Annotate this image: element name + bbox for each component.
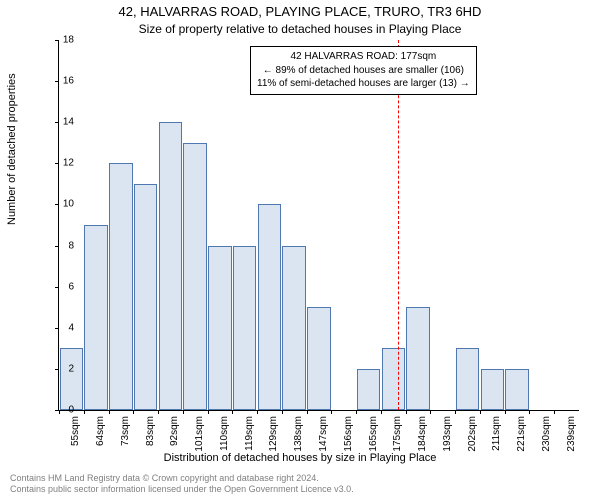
- xtick-mark: [356, 410, 357, 414]
- ytick-mark: [55, 369, 59, 370]
- xtick-label: 165sqm: [368, 416, 379, 456]
- xtick-label: 193sqm: [442, 416, 453, 456]
- xtick-mark: [84, 410, 85, 414]
- xtick-mark: [282, 410, 283, 414]
- xtick-mark: [183, 410, 184, 414]
- xtick-mark: [208, 410, 209, 414]
- xtick-label: 230sqm: [541, 416, 552, 456]
- annotation-line3: 11% of semi-detached houses are larger (…: [257, 77, 470, 91]
- xtick-label: 92sqm: [169, 416, 180, 456]
- footer-line1: Contains HM Land Registry data © Crown c…: [10, 473, 354, 485]
- histogram-bar: [357, 369, 381, 410]
- xtick-label: 129sqm: [268, 416, 279, 456]
- xtick-mark: [158, 410, 159, 414]
- xtick-mark: [381, 410, 382, 414]
- ytick-mark: [55, 122, 59, 123]
- ytick-mark: [55, 328, 59, 329]
- xtick-mark: [554, 410, 555, 414]
- histogram-bar: [233, 246, 257, 410]
- ytick-label: 4: [68, 322, 74, 333]
- ytick-mark: [55, 81, 59, 82]
- xtick-label: 147sqm: [318, 416, 329, 456]
- xtick-label: 138sqm: [293, 416, 304, 456]
- ytick-label: 0: [68, 405, 74, 416]
- chart-container: 42, HALVARRAS ROAD, PLAYING PLACE, TRURO…: [0, 0, 600, 500]
- annotation-box: 42 HALVARRAS ROAD: 177sqm ← 89% of detac…: [250, 46, 477, 95]
- footer-line2: Contains public sector information licen…: [10, 484, 354, 496]
- xtick-label: 175sqm: [392, 416, 403, 456]
- xtick-label: 184sqm: [417, 416, 428, 456]
- xtick-label: 110sqm: [219, 416, 230, 456]
- ytick-label: 18: [63, 35, 74, 46]
- xtick-label: 211sqm: [491, 416, 502, 456]
- xtick-mark: [59, 410, 60, 414]
- xtick-mark: [529, 410, 530, 414]
- xtick-label: 156sqm: [343, 416, 354, 456]
- xtick-mark: [480, 410, 481, 414]
- ytick-mark: [55, 287, 59, 288]
- chart-title-sub: Size of property relative to detached ho…: [0, 22, 600, 36]
- ytick-mark: [55, 246, 59, 247]
- histogram-bar: [183, 143, 207, 410]
- xtick-mark: [109, 410, 110, 414]
- histogram-bar: [60, 348, 84, 410]
- xtick-label: 221sqm: [516, 416, 527, 456]
- reference-line: [398, 40, 399, 410]
- histogram-bar: [282, 246, 306, 410]
- histogram-bar: [481, 369, 505, 410]
- ytick-mark: [55, 204, 59, 205]
- xtick-label: 55sqm: [70, 416, 81, 456]
- ytick-label: 16: [63, 76, 74, 87]
- ytick-mark: [55, 163, 59, 164]
- xtick-label: 83sqm: [145, 416, 156, 456]
- ytick-label: 12: [63, 158, 74, 169]
- xtick-mark: [331, 410, 332, 414]
- histogram-bar: [84, 225, 108, 410]
- xtick-label: 101sqm: [194, 416, 205, 456]
- histogram-bar: [109, 163, 133, 410]
- histogram-bar: [258, 204, 282, 410]
- xtick-mark: [257, 410, 258, 414]
- ytick-label: 14: [63, 117, 74, 128]
- xtick-mark: [406, 410, 407, 414]
- histogram-bar: [505, 369, 529, 410]
- histogram-bar: [307, 307, 331, 410]
- xtick-label: 202sqm: [467, 416, 478, 456]
- xtick-label: 64sqm: [95, 416, 106, 456]
- plot-area: [58, 40, 579, 411]
- histogram-bar: [382, 348, 406, 410]
- xtick-label: 73sqm: [120, 416, 131, 456]
- histogram-bar: [208, 246, 232, 410]
- ytick-label: 10: [63, 199, 74, 210]
- histogram-bar: [456, 348, 480, 410]
- xtick-label: 119sqm: [244, 416, 255, 456]
- chart-title-main: 42, HALVARRAS ROAD, PLAYING PLACE, TRURO…: [0, 4, 600, 19]
- histogram-bar: [159, 122, 183, 410]
- xtick-mark: [505, 410, 506, 414]
- xtick-mark: [133, 410, 134, 414]
- xtick-label: 239sqm: [566, 416, 577, 456]
- xtick-mark: [232, 410, 233, 414]
- histogram-bar: [134, 184, 158, 410]
- y-axis-label: Number of detached properties: [6, 73, 18, 225]
- footer-attribution: Contains HM Land Registry data © Crown c…: [10, 473, 354, 496]
- annotation-line1: 42 HALVARRAS ROAD: 177sqm: [257, 50, 470, 64]
- ytick-label: 2: [68, 363, 74, 374]
- xtick-mark: [307, 410, 308, 414]
- ytick-mark: [55, 40, 59, 41]
- xtick-mark: [430, 410, 431, 414]
- annotation-line2: ← 89% of detached houses are smaller (10…: [257, 64, 470, 78]
- ytick-label: 6: [68, 281, 74, 292]
- ytick-label: 8: [68, 240, 74, 251]
- histogram-bar: [406, 307, 430, 410]
- xtick-mark: [455, 410, 456, 414]
